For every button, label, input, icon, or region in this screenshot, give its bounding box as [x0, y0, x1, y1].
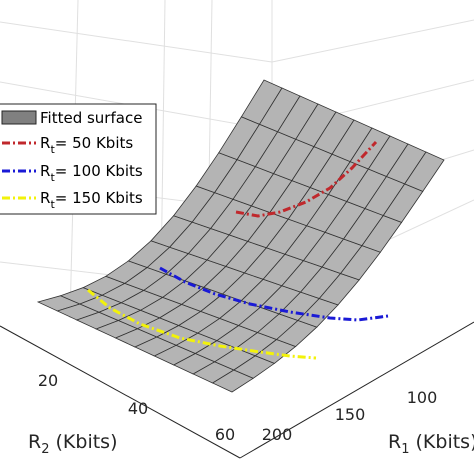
surface-patch	[404, 151, 445, 192]
legend-label-50: Rt= 50 Kbits	[40, 134, 133, 156]
legend-swatch-surface	[1, 110, 37, 125]
r2-tick-label: 40	[128, 399, 148, 418]
r2-tick-label: 60	[215, 425, 235, 444]
grid-line	[0, 21, 273, 63]
r1-tick-label: 150	[335, 405, 366, 424]
contour-line	[235, 140, 378, 218]
r1-axis-label: R1 (Kbits)	[388, 431, 474, 457]
r2-axis-label: R2 (Kbits)	[28, 431, 118, 457]
grid-line	[271, 19, 474, 63]
contour-line	[159, 266, 389, 322]
r1-axis-line	[239, 321, 474, 459]
contour-line	[87, 288, 317, 360]
r1-tick-label: 200	[262, 425, 293, 444]
contour-curves	[87, 140, 389, 360]
legend-label-100: Rt= 100 Kbits	[40, 162, 143, 184]
fitted-surface	[36, 79, 445, 393]
legend: Fitted surface Rt= 50 Kbits Rt= 100 Kbit…	[0, 103, 157, 215]
r2-tick-label: 20	[38, 371, 58, 390]
r2-axis-line	[0, 325, 241, 459]
axes: 20 40 60 100 150 200 R2 (Kbits) R1 (Kbit…	[0, 321, 474, 459]
r1-tick-label: 100	[407, 388, 438, 407]
legend-label-150: Rt= 150 Kbits	[40, 189, 143, 211]
legend-label-surface: Fitted surface	[40, 109, 142, 127]
